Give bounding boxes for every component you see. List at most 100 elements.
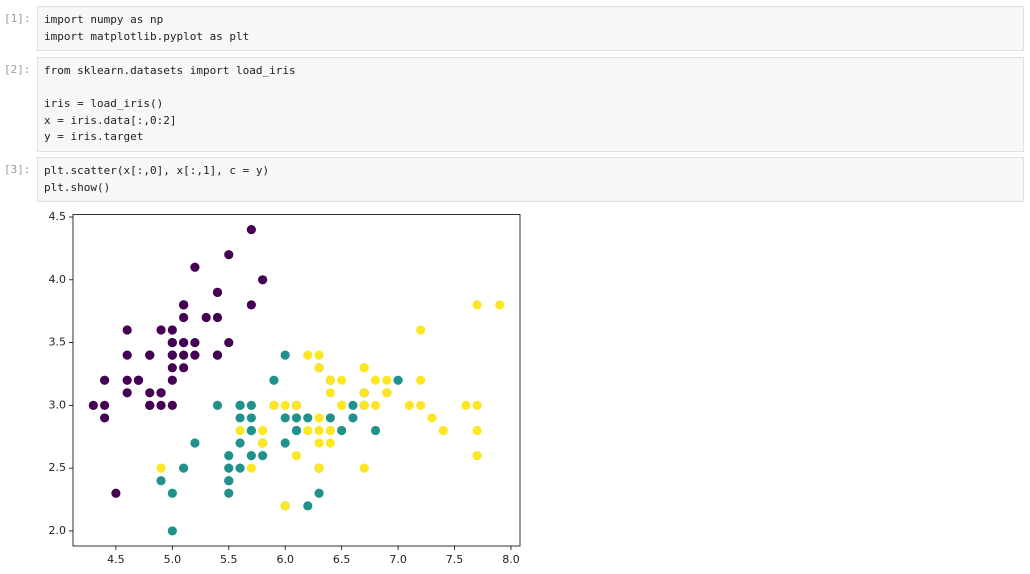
point — [246, 450, 256, 461]
code-input[interactable]: import numpy as np import matplotlib.pypl… — [37, 6, 1024, 51]
point — [224, 476, 234, 486]
point — [461, 400, 471, 410]
point — [145, 400, 155, 410]
point — [359, 363, 369, 373]
point — [359, 463, 369, 473]
y-tick-label: 2.0 — [49, 524, 67, 537]
prompt: [3]: — [4, 163, 31, 176]
point — [370, 375, 381, 385]
point — [246, 425, 256, 436]
point — [224, 337, 234, 348]
point — [258, 275, 268, 285]
point — [122, 325, 132, 335]
point — [438, 425, 448, 436]
point — [314, 350, 324, 360]
y-tick-label: 4.5 — [49, 210, 67, 223]
point — [100, 375, 110, 385]
point — [167, 488, 177, 498]
chart: 2.0 2.5 3.0 3.5 4.0 4.5 4.5 5.0 5.5 6.0 6.5 7.0 7.5 8… — [49, 210, 521, 566]
point — [280, 350, 290, 360]
x-tick-label: 4.5 — [107, 553, 125, 566]
point — [212, 400, 223, 410]
point — [314, 438, 324, 448]
point — [382, 375, 392, 385]
point — [156, 476, 166, 486]
point — [472, 400, 482, 410]
x-tick-label: 7.0 — [389, 553, 407, 566]
point — [156, 463, 166, 473]
y-tick-label: 2.5 — [49, 461, 67, 474]
point — [269, 400, 279, 410]
point — [167, 526, 177, 536]
point — [280, 501, 290, 511]
x-tick-label: 6.5 — [333, 553, 351, 566]
point — [303, 425, 313, 436]
point — [100, 413, 110, 423]
blank-line — [44, 80, 1017, 97]
point — [314, 488, 324, 498]
point — [167, 400, 177, 410]
point — [427, 413, 437, 423]
point — [167, 350, 177, 360]
code-cell[interactable]: [2]: from sklearn.datasets import load_ir… — [0, 57, 1030, 152]
point — [190, 438, 200, 448]
point — [258, 425, 268, 436]
point — [212, 350, 223, 360]
point — [472, 425, 482, 436]
point — [179, 350, 189, 360]
prompt: [2]: — [4, 63, 31, 76]
point — [416, 325, 426, 335]
point — [258, 438, 268, 448]
point — [179, 312, 189, 323]
point — [314, 413, 324, 423]
point — [190, 262, 200, 272]
point — [224, 463, 234, 473]
code-input[interactable]: from sklearn.datasets import load_iris ir… — [37, 57, 1024, 152]
point — [370, 425, 381, 436]
point — [291, 413, 302, 423]
y-tick-label: 3.5 — [49, 336, 67, 349]
code-line: x = iris.data[:,0:2] — [44, 113, 177, 127]
point — [325, 413, 335, 423]
point — [314, 425, 324, 436]
point — [179, 300, 189, 310]
point — [224, 450, 234, 461]
point — [314, 363, 324, 373]
code-input[interactable]: plt.scatter(x[:,0], x[:,1], c = y) plt.sh… — [37, 157, 1024, 202]
point — [291, 450, 302, 461]
code-line: plt.scatter(x[:,0], x[:,1], c = y) — [44, 164, 270, 177]
point — [416, 400, 426, 410]
code-cell[interactable]: [1]: import numpy as np import matplotlib.… — [0, 6, 1030, 51]
point — [258, 450, 268, 461]
point — [145, 388, 155, 398]
point — [314, 463, 324, 473]
point — [246, 300, 256, 310]
point — [370, 400, 381, 410]
point — [167, 337, 177, 348]
point — [156, 325, 166, 335]
point — [404, 400, 414, 410]
point — [348, 413, 358, 423]
point — [235, 438, 245, 448]
point — [348, 400, 358, 410]
point — [122, 350, 132, 360]
point — [303, 350, 313, 360]
point — [246, 400, 256, 410]
point — [179, 337, 189, 348]
point — [88, 400, 98, 410]
plot-frame — [72, 214, 521, 547]
point — [291, 400, 302, 410]
point — [337, 375, 347, 385]
point — [325, 375, 335, 385]
point — [179, 363, 189, 373]
point — [235, 413, 245, 423]
code-line: import numpy as np — [44, 13, 164, 26]
point — [235, 400, 245, 410]
point — [382, 388, 392, 398]
point — [133, 375, 144, 385]
x-tick-label: 7.5 — [446, 553, 464, 566]
code-cell[interactable]: [3]: plt.scatter(x[:,0], x[:,1], c = y) pl… — [0, 157, 1030, 202]
y-tick-label: 4.0 — [49, 273, 67, 286]
point — [201, 312, 211, 323]
point — [167, 325, 177, 335]
